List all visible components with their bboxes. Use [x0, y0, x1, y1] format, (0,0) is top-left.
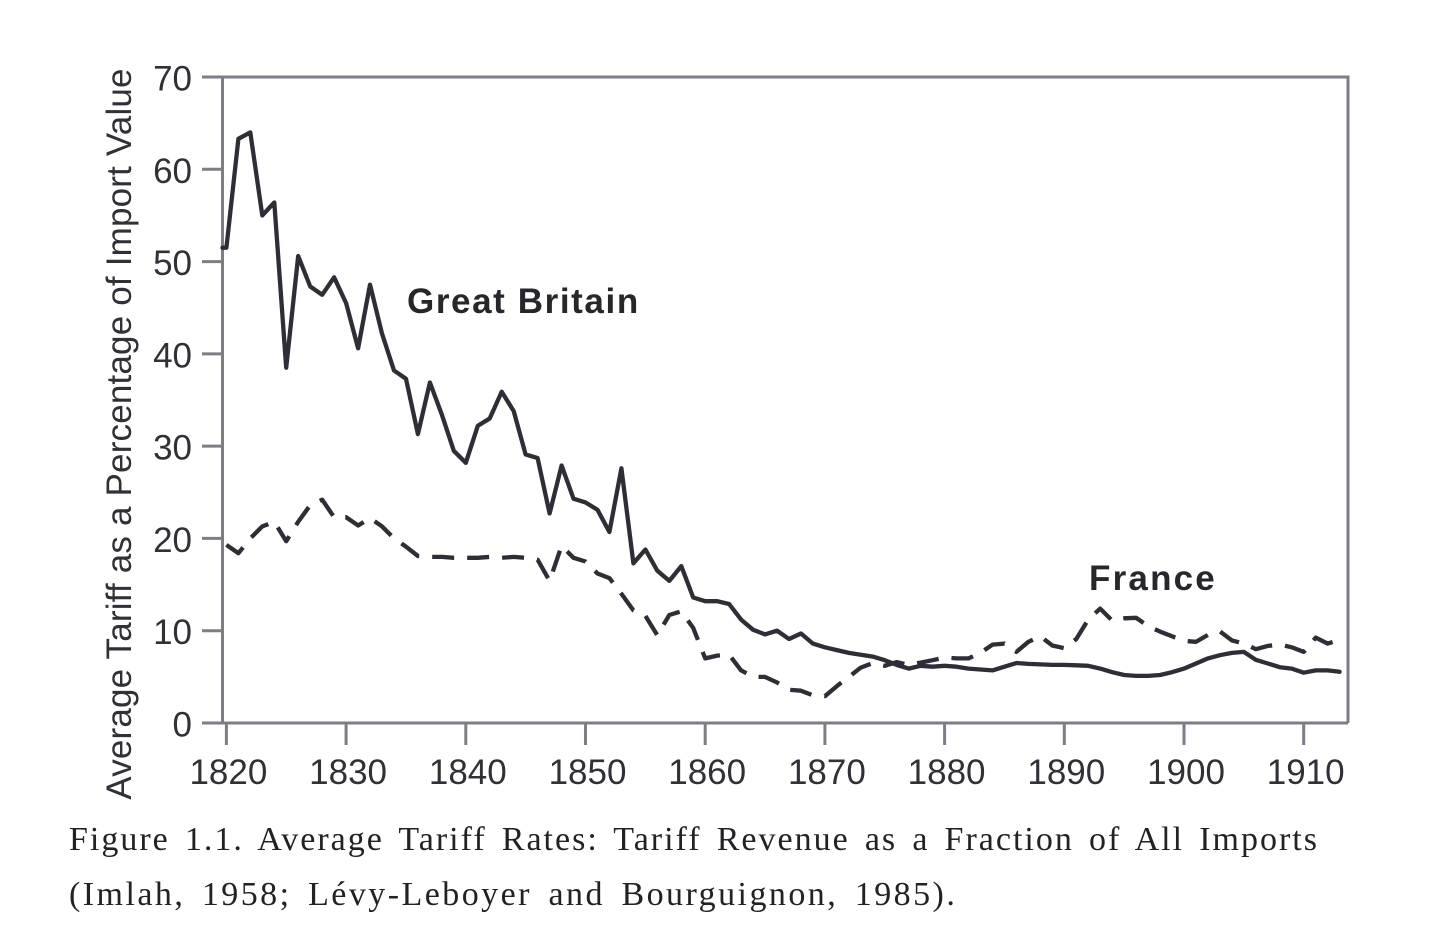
- svg-text:70: 70: [153, 60, 192, 99]
- svg-text:1860: 1860: [668, 753, 746, 792]
- svg-text:1850: 1850: [549, 753, 627, 792]
- svg-text:30: 30: [153, 429, 192, 468]
- svg-text:20: 20: [153, 521, 192, 560]
- svg-text:1820: 1820: [189, 753, 267, 792]
- svg-text:1880: 1880: [908, 753, 986, 792]
- svg-text:France: France: [1089, 559, 1217, 598]
- svg-text:10: 10: [153, 613, 192, 652]
- svg-text:1890: 1890: [1027, 753, 1105, 792]
- svg-text:0: 0: [173, 706, 192, 745]
- svg-text:1900: 1900: [1147, 753, 1225, 792]
- svg-text:60: 60: [153, 152, 192, 191]
- svg-text:50: 50: [153, 244, 192, 283]
- svg-text:40: 40: [153, 336, 192, 375]
- svg-text:Great Britain: Great Britain: [407, 282, 640, 321]
- svg-text:1830: 1830: [309, 753, 387, 792]
- svg-text:1870: 1870: [788, 753, 866, 792]
- svg-text:1840: 1840: [429, 753, 507, 792]
- svg-text:Average Tariff as a Percentage: Average Tariff as a Percentage of Import…: [100, 68, 139, 799]
- svg-text:1910: 1910: [1267, 753, 1345, 792]
